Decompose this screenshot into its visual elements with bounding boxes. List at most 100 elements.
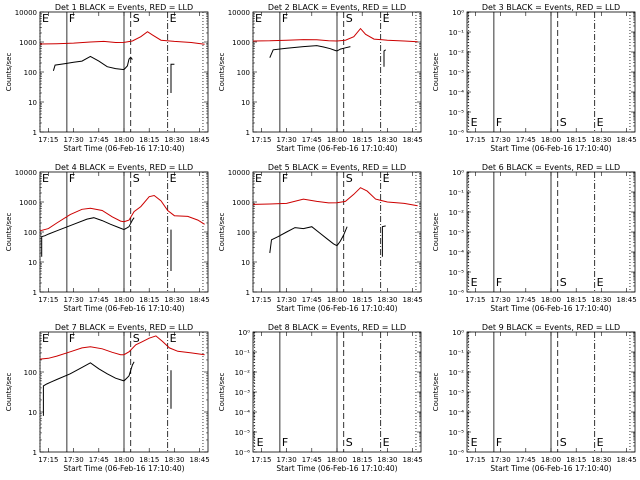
x-tick-label: 17:45 [89,136,109,144]
y-tick-label: 10 [28,99,37,107]
y-tick-label: 10⁻⁴ [235,409,251,417]
y-tick-label: 10⁻³ [449,389,465,397]
x-tick-label: 17:45 [302,136,322,144]
event-marker-label: S [560,276,567,289]
x-tick-label: 18:45 [403,136,423,144]
chart-title: Det 8 BLACK = Events, RED = LLD [268,323,406,332]
y-tick-label: 10⁰ [452,329,464,337]
y-tick-label: 1000 [19,39,37,47]
y-tick-label: 10⁻² [449,209,465,217]
x-tick-label: 18:30 [591,136,611,144]
series-line [39,335,205,360]
series-line [381,225,386,257]
chart-panel: Det 9 BLACK = Events, RED = LLD 10⁰ 10⁻¹ 10… [432,323,637,473]
x-tick-label: 18:15 [139,456,159,464]
event-marker-label: F [282,436,288,449]
series-line [383,49,386,67]
x-tick-label: 17:30 [64,456,84,464]
series-line [52,55,133,71]
event-marker-label: S [133,12,140,25]
y-axis-label: Counts/sec [5,373,13,412]
chart-title: Det 1 BLACK = Events, RED = LLD [55,3,193,12]
x-tick-label: 18:00 [541,456,561,464]
event-marker-label: E [42,332,49,345]
x-tick-label: 17:45 [516,296,536,304]
x-axis-label: Start Time (06-Feb-16 17:10:40) [490,144,611,153]
event-marker-label: E [471,116,478,129]
y-tick-label: 10000 [228,9,250,17]
event-marker-label: E [471,276,478,289]
event-marker-label: F [496,276,502,289]
x-tick-label: 18:00 [114,296,134,304]
x-axis-label: Start Time (06-Feb-16 17:10:40) [276,304,397,313]
x-tick-label: 17:15 [38,296,58,304]
y-tick-label: 10000 [228,169,250,177]
x-tick-label: 17:30 [277,456,297,464]
y-axis-label: Counts/sec [432,53,440,92]
chart-panel: Det 5 BLACK = Events, RED = LLD 1 10 100 100… [218,163,423,313]
event-marker-label: E [255,172,262,185]
y-tick-label: 100 [24,369,37,377]
event-marker-label: E [383,12,390,25]
series-line [252,27,418,43]
x-tick-label: 17:30 [277,296,297,304]
event-marker-label: E [597,116,604,129]
chart-panel: Det 4 BLACK = Events, RED = LLD 1 10 100 100… [5,163,210,313]
series-line [41,217,135,257]
event-marker-label: S [133,172,140,185]
y-tick-label: 10⁻⁵ [235,429,251,437]
y-tick-label: 1 [33,289,37,297]
chart-title: Det 2 BLACK = Events, RED = LLD [268,3,406,12]
event-marker-label: S [346,12,353,25]
x-axis-label: Start Time (06-Feb-16 17:10:40) [276,464,397,473]
series-line [39,194,205,232]
y-axis-label: Counts/sec [218,373,226,412]
x-tick-label: 18:45 [403,456,423,464]
x-tick-label: 17:15 [465,136,485,144]
x-axis-label: Start Time (06-Feb-16 17:10:40) [490,464,611,473]
event-marker-label: S [346,436,353,449]
event-marker-label: E [42,172,49,185]
event-marker-label: E [383,172,390,185]
x-axis-label: Start Time (06-Feb-16 17:10:40) [490,304,611,313]
x-tick-label: 18:00 [327,296,347,304]
y-tick-label: 10⁰ [452,9,464,17]
x-tick-label: 17:45 [516,456,536,464]
y-tick-label: 10⁻⁶ [449,289,465,297]
y-tick-label: 100 [24,69,37,77]
event-marker-label: E [170,332,177,345]
y-tick-label: 1000 [232,199,250,207]
x-tick-label: 17:30 [491,296,511,304]
x-tick-label: 17:30 [64,296,84,304]
chart-title: Det 4 BLACK = Events, RED = LLD [55,163,193,172]
y-axis-label: Counts/sec [5,53,13,92]
y-axis-label: Counts/sec [5,213,13,252]
x-tick-label: 18:15 [139,296,159,304]
x-tick-label: 17:45 [89,296,109,304]
x-tick-label: 18:00 [327,136,347,144]
x-tick-label: 18:30 [377,296,397,304]
x-tick-label: 17:15 [465,456,485,464]
y-tick-label: 10 [241,99,250,107]
x-tick-label: 18:30 [164,456,184,464]
x-tick-label: 18:30 [377,136,397,144]
chart-panel: Det 8 BLACK = Events, RED = LLD 10⁰ 10⁻¹ 10… [218,323,423,473]
event-marker-label: E [170,172,177,185]
y-tick-label: 10⁻¹ [235,349,251,357]
y-tick-label: 10⁻³ [235,389,251,397]
x-tick-label: 18:45 [190,296,210,304]
y-tick-label: 10⁻¹ [449,29,465,37]
chart-title: Det 6 BLACK = Events, RED = LLD [482,163,620,172]
x-tick-label: 18:30 [164,136,184,144]
x-tick-label: 17:15 [465,296,485,304]
x-tick-label: 18:30 [164,296,184,304]
y-tick-label: 10⁻⁶ [235,449,251,457]
y-tick-label: 10⁻⁵ [449,269,465,277]
x-tick-label: 18:15 [352,456,372,464]
event-marker-label: F [496,116,502,129]
event-marker-label: E [597,276,604,289]
chart-panel: Det 6 BLACK = Events, RED = LLD 10⁰ 10⁻¹ 10… [432,163,637,313]
x-axis-label: Start Time (06-Feb-16 17:10:40) [63,304,184,313]
x-tick-label: 17:30 [491,456,511,464]
x-tick-label: 18:15 [352,296,372,304]
